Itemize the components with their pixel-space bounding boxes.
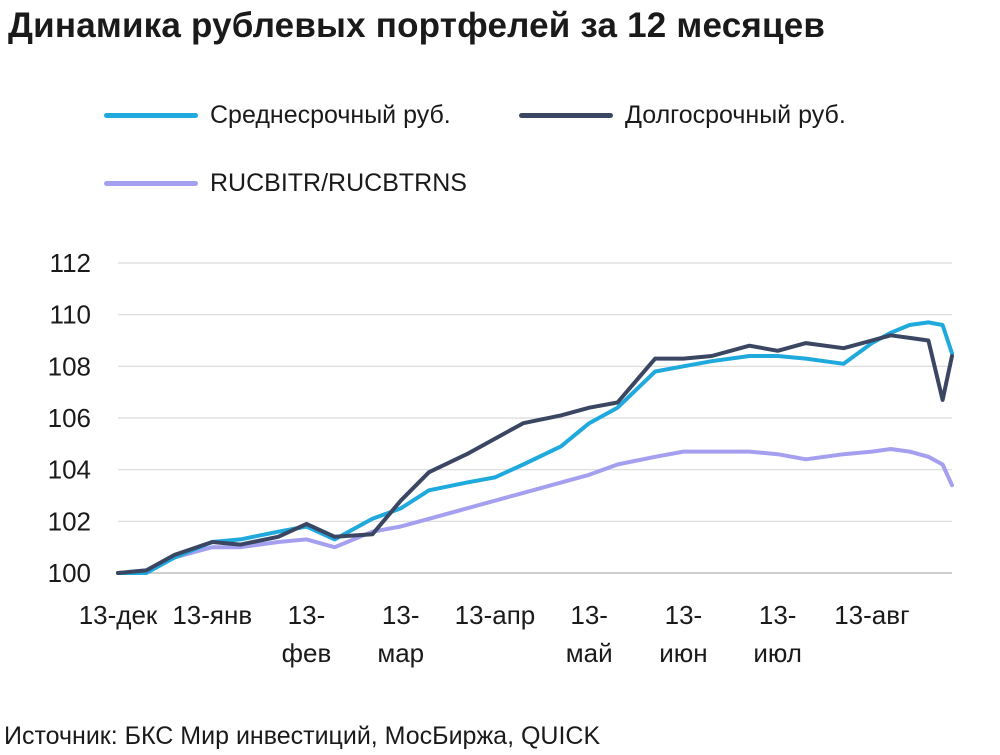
- x-tick-label: фев: [282, 638, 332, 668]
- x-tick-label: 13-авг: [834, 600, 909, 630]
- x-tick-label: 13-: [570, 600, 608, 630]
- legend-label-index: RUCBITR/RUCBTRNS: [210, 169, 467, 197]
- y-tick-label: 106: [48, 403, 91, 433]
- x-tick-label: 13-: [665, 600, 703, 630]
- y-tick-label: 104: [48, 455, 91, 485]
- legend-item-index: RUCBITR/RUCBTRNS: [104, 169, 467, 198]
- legend-swatch-medium-term: [104, 113, 198, 118]
- x-tick-label: 13-апр: [455, 600, 536, 630]
- x-tick-label: 13-: [382, 600, 420, 630]
- x-tick-label: июн: [659, 638, 707, 668]
- x-tick-label: июл: [753, 638, 802, 668]
- legend-swatch-long-term: [519, 113, 613, 118]
- x-tick-label: 13-: [759, 600, 797, 630]
- series-line-long-term: [116, 333, 954, 575]
- y-tick-label: 112: [50, 248, 91, 278]
- x-tick-label: 13-янв: [172, 600, 252, 630]
- series-line-index: [116, 447, 954, 575]
- y-tick-label: 108: [48, 351, 91, 381]
- legend-label-long-term: Долгосрочный руб.: [625, 101, 846, 129]
- series-line-medium-term: [116, 320, 954, 575]
- y-tick-label: 102: [48, 506, 91, 536]
- x-tick-label: мар: [377, 638, 424, 668]
- x-tick-label: 13-: [288, 600, 326, 630]
- x-tick-label: май: [566, 638, 613, 668]
- x-tick-label: 13-дек: [79, 600, 158, 630]
- legend-swatch-index: [104, 181, 198, 186]
- chart-title: Динамика рублевых портфелей за 12 месяце…: [8, 6, 826, 45]
- source-note: Источник: БКС Мир инвестиций, МосБиржа, …: [4, 722, 601, 750]
- legend-item-medium-term: Среднесрочный руб.: [104, 101, 451, 130]
- legend-label-medium-term: Среднесрочный руб.: [210, 101, 451, 129]
- y-tick-label: 100: [48, 558, 91, 588]
- y-tick-label: 110: [50, 300, 91, 330]
- legend-item-long-term: Долгосрочный руб.: [519, 101, 846, 130]
